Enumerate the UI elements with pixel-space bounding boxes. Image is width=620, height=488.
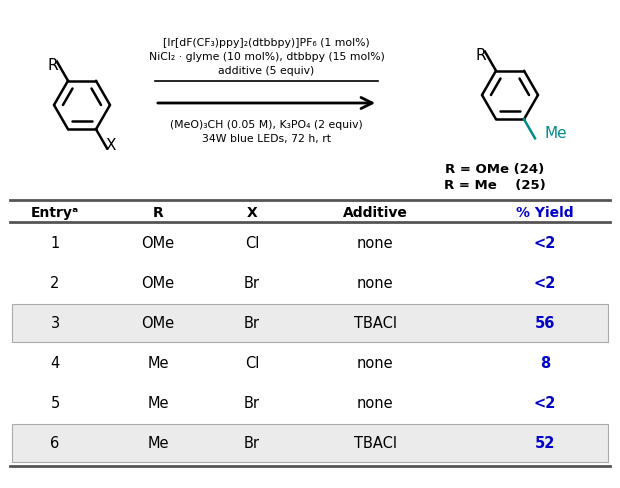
Bar bbox=[12, 304, 608, 342]
Text: 3: 3 bbox=[50, 317, 60, 331]
Text: TBACl: TBACl bbox=[353, 436, 397, 451]
Text: X: X bbox=[247, 206, 257, 220]
Text: Me: Me bbox=[545, 126, 568, 141]
Text: 56: 56 bbox=[535, 317, 555, 331]
Text: R: R bbox=[476, 48, 486, 63]
Text: 4: 4 bbox=[50, 357, 60, 371]
Text: 5: 5 bbox=[50, 396, 60, 411]
Text: NiCl₂ · glyme (10 mol%), dtbbpy (15 mol%): NiCl₂ · glyme (10 mol%), dtbbpy (15 mol%… bbox=[149, 52, 384, 62]
Text: 8: 8 bbox=[540, 357, 550, 371]
Text: Cl: Cl bbox=[245, 237, 259, 251]
Text: none: none bbox=[356, 237, 393, 251]
Text: (MeO)₃CH (0.05 M), K₃PO₄ (2 equiv): (MeO)₃CH (0.05 M), K₃PO₄ (2 equiv) bbox=[170, 120, 363, 130]
Text: R: R bbox=[48, 58, 58, 73]
Text: Me: Me bbox=[148, 436, 169, 451]
Text: none: none bbox=[356, 357, 393, 371]
Text: OMe: OMe bbox=[141, 277, 175, 291]
Text: 34W blue LEDs, 72 h, rt: 34W blue LEDs, 72 h, rt bbox=[202, 134, 331, 144]
Text: <2: <2 bbox=[534, 237, 556, 251]
Text: Br: Br bbox=[244, 277, 260, 291]
Text: Br: Br bbox=[244, 396, 260, 411]
Text: Cl: Cl bbox=[245, 357, 259, 371]
Text: Me: Me bbox=[148, 357, 169, 371]
Text: none: none bbox=[356, 277, 393, 291]
Text: 6: 6 bbox=[50, 436, 60, 451]
Text: R = Me    (25): R = Me (25) bbox=[444, 179, 546, 191]
Text: Entryᵃ: Entryᵃ bbox=[31, 206, 79, 220]
Text: 52: 52 bbox=[535, 436, 555, 451]
Text: additive (5 equiv): additive (5 equiv) bbox=[218, 66, 314, 76]
Text: TBACl: TBACl bbox=[353, 317, 397, 331]
Text: Me: Me bbox=[148, 396, 169, 411]
Text: [Ir[dF(CF₃)ppy]₂(dtbbpy)]PF₆ (1 mol%): [Ir[dF(CF₃)ppy]₂(dtbbpy)]PF₆ (1 mol%) bbox=[163, 38, 370, 48]
Text: Additive: Additive bbox=[343, 206, 407, 220]
Text: Br: Br bbox=[244, 436, 260, 451]
Text: <2: <2 bbox=[534, 396, 556, 411]
Text: none: none bbox=[356, 396, 393, 411]
Text: R = OMe (24): R = OMe (24) bbox=[445, 163, 544, 177]
Text: X: X bbox=[106, 138, 117, 153]
Text: 2: 2 bbox=[50, 277, 60, 291]
Text: % Yield: % Yield bbox=[516, 206, 574, 220]
Text: OMe: OMe bbox=[141, 237, 175, 251]
Bar bbox=[12, 424, 608, 462]
Text: OMe: OMe bbox=[141, 317, 175, 331]
Text: 1: 1 bbox=[50, 237, 60, 251]
Text: R: R bbox=[153, 206, 164, 220]
Text: <2: <2 bbox=[534, 277, 556, 291]
Text: Br: Br bbox=[244, 317, 260, 331]
